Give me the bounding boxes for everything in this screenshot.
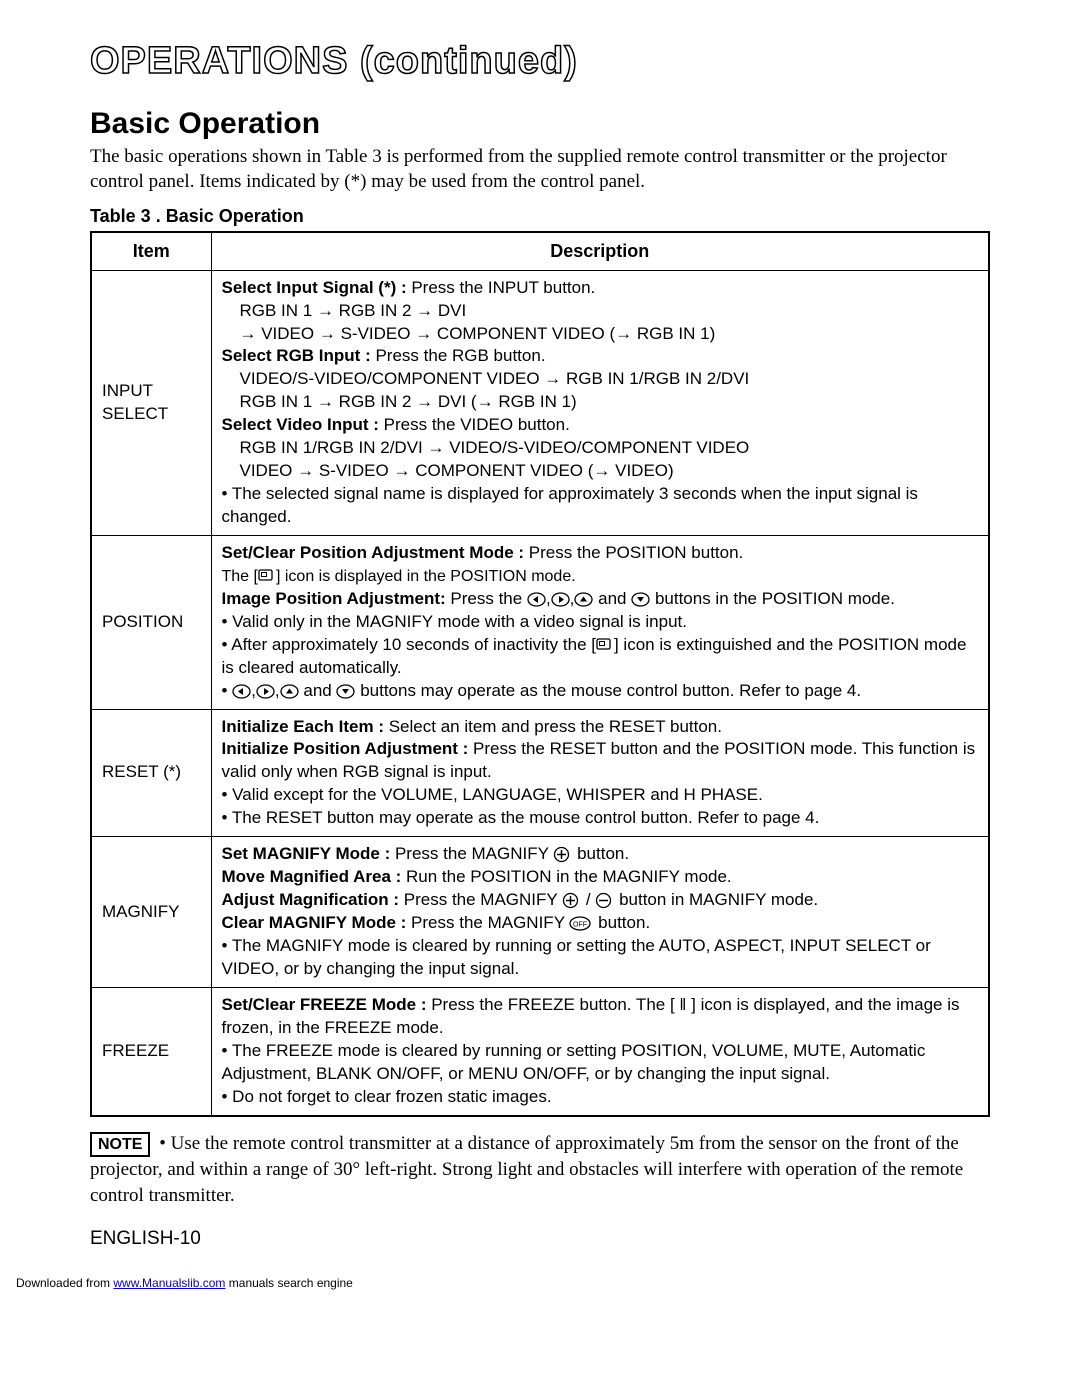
label-text: Press the INPUT button.	[407, 278, 596, 297]
intro-text: The basic operations shown in Table 3 is…	[90, 145, 990, 194]
page-number: ENGLISH-10	[90, 1228, 990, 1250]
footer-link[interactable]: www.Manualslib.com	[113, 1276, 225, 1290]
plus-icon	[553, 846, 572, 863]
note-paragraph: NOTE • Use the remote control transmitte…	[90, 1131, 990, 1209]
label-bold: Initialize Position Adjustment :	[222, 739, 469, 758]
label-text: Press the MAGNIFY	[406, 913, 569, 932]
section-title: Basic Operation	[90, 107, 990, 141]
label-text: ] icon is displayed in the POSITION mode…	[276, 568, 576, 585]
label-bold: Set/Clear FREEZE Mode :	[222, 995, 427, 1014]
arrow-up-icon	[574, 591, 593, 608]
label-bold: Select Input Signal (*) :	[222, 278, 407, 297]
position-icon	[596, 637, 614, 653]
label-text: Press the POSITION button.	[524, 543, 743, 562]
row-desc: Set MAGNIFY Mode : Press the MAGNIFY but…	[211, 837, 989, 988]
label-text: Press the MAGNIFY	[390, 844, 553, 863]
label-bold: Initialize Each Item :	[222, 717, 385, 736]
label-text: → VIDEO → S-VIDEO → COMPONENT VIDEO (→ R…	[240, 323, 979, 346]
label-bold: Set/Clear Position Adjustment Mode :	[222, 543, 525, 562]
label-text: Press the MAGNIFY	[399, 890, 562, 909]
table-caption: Table 3 . Basic Operation	[90, 206, 990, 227]
footer-text: manuals search engine	[225, 1276, 352, 1290]
row-item: MAGNIFY	[91, 837, 211, 988]
off-icon	[569, 915, 593, 932]
table-row: MAGNIFY Set MAGNIFY Mode : Press the MAG…	[91, 837, 989, 988]
label-text: button.	[593, 913, 650, 932]
label-bold: Adjust Magnification :	[222, 890, 400, 909]
label-text: • The FREEZE mode is cleared by running …	[222, 1041, 926, 1083]
label-text: •	[222, 681, 233, 700]
operations-table: Item Description INPUT SELECT Select Inp…	[90, 231, 990, 1116]
label-text: • Valid only in the MAGNIFY mode with a …	[222, 612, 688, 631]
page-title: OPERATIONS (continued)	[90, 40, 990, 83]
label-text: Press the	[446, 589, 527, 608]
label-text: Press the RGB button.	[371, 346, 546, 365]
label-text: Run the POSITION in the MAGNIFY mode.	[401, 867, 731, 886]
note-text: • Use the remote control transmitter at …	[90, 1133, 963, 1206]
label-text: • After approximately 10 seconds of inac…	[222, 635, 596, 654]
label-text: and	[593, 589, 631, 608]
label-text: Select an item and press the RESET butto…	[384, 717, 722, 736]
row-desc: Set/Clear Position Adjustment Mode : Pre…	[211, 535, 989, 709]
arrow-down-icon	[631, 591, 650, 608]
label-text: button in MAGNIFY mode.	[614, 890, 818, 909]
arrow-left-icon	[232, 683, 251, 700]
label-text: • The MAGNIFY mode is cleared by running…	[222, 936, 931, 978]
label-text: and	[299, 681, 337, 700]
table-row: POSITION Set/Clear Position Adjustment M…	[91, 535, 989, 709]
table-row: RESET (*) Initialize Each Item : Select …	[91, 709, 989, 837]
position-icon	[258, 568, 276, 584]
label-text: RGB IN 1 → RGB IN 2 → DVI (→ RGB IN 1)	[240, 391, 979, 414]
header-item: Item	[91, 232, 211, 270]
label-text: • The selected signal name is displayed …	[222, 484, 918, 526]
label-text: • The RESET button may operate as the mo…	[222, 808, 820, 827]
label-bold: Clear MAGNIFY Mode :	[222, 913, 407, 932]
label-text: VIDEO → S-VIDEO → COMPONENT VIDEO (→ VID…	[240, 460, 979, 483]
row-item: POSITION	[91, 535, 211, 709]
row-desc: Set/Clear FREEZE Mode : Press the FREEZE…	[211, 987, 989, 1115]
footer: Downloaded from www.Manualslib.com manua…	[0, 1270, 1080, 1300]
arrow-left-icon	[527, 591, 546, 608]
table-row: FREEZE Set/Clear FREEZE Mode : Press the…	[91, 987, 989, 1115]
label-bold: Select Video Input :	[222, 415, 379, 434]
row-item: FREEZE	[91, 987, 211, 1115]
arrow-right-icon	[551, 591, 570, 608]
label-bold: Set MAGNIFY Mode :	[222, 844, 391, 863]
label-text: • Do not forget to clear frozen static i…	[222, 1087, 552, 1106]
label-text: RGB IN 1 → RGB IN 2 → DVI	[240, 300, 979, 323]
label-bold: Move Magnified Area :	[222, 867, 402, 886]
label-text: The [	[222, 568, 258, 585]
table-row: INPUT SELECT Select Input Signal (*) : P…	[91, 270, 989, 535]
header-description: Description	[211, 232, 989, 270]
plus-icon	[562, 892, 581, 909]
label-bold: Image Position Adjustment:	[222, 589, 446, 608]
label-text: buttons in the POSITION mode.	[650, 589, 895, 608]
arrow-right-icon	[256, 683, 275, 700]
minus-icon	[595, 892, 614, 909]
label-text: buttons may operate as the mouse control…	[355, 681, 861, 700]
row-desc: Initialize Each Item : Select an item an…	[211, 709, 989, 837]
arrow-up-icon	[280, 683, 299, 700]
row-item: RESET (*)	[91, 709, 211, 837]
row-desc: Select Input Signal (*) : Press the INPU…	[211, 270, 989, 535]
footer-text: Downloaded from	[16, 1276, 113, 1290]
label-bold: Select RGB Input :	[222, 346, 371, 365]
arrow-down-icon	[336, 683, 355, 700]
label-text: • Valid except for the VOLUME, LANGUAGE,…	[222, 785, 763, 804]
label-text: RGB IN 1/RGB IN 2/DVI → VIDEO/S-VIDEO/CO…	[240, 437, 979, 460]
label-text: Press the VIDEO button.	[379, 415, 570, 434]
note-badge: NOTE	[90, 1132, 150, 1158]
row-item: INPUT SELECT	[91, 270, 211, 535]
label-text: button.	[572, 844, 629, 863]
label-text: VIDEO/S-VIDEO/COMPONENT VIDEO → RGB IN 1…	[240, 368, 979, 391]
